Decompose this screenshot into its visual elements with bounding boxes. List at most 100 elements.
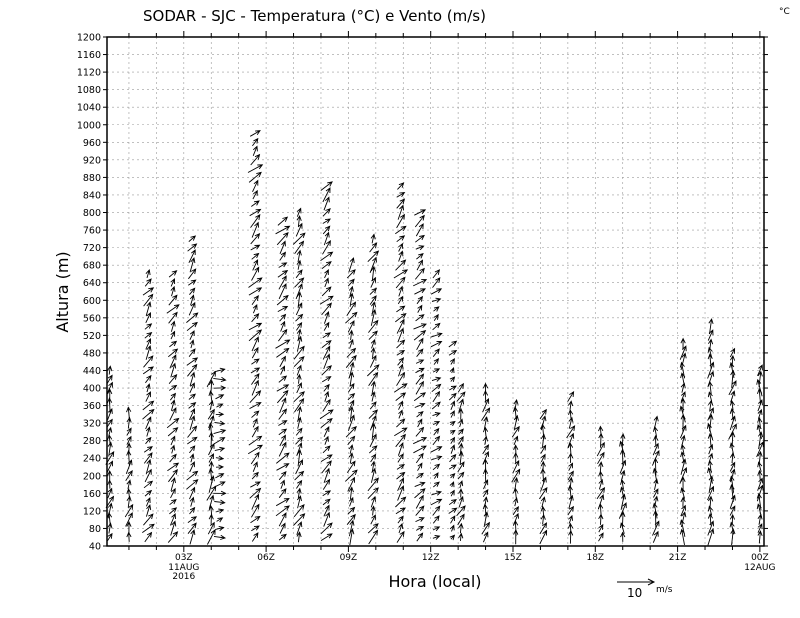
wind-vector bbox=[276, 384, 290, 392]
wind-vector bbox=[170, 278, 176, 287]
wind-vector bbox=[278, 428, 288, 436]
wind-vector bbox=[757, 461, 763, 472]
wind-vector bbox=[187, 522, 197, 534]
wind-vector bbox=[393, 269, 409, 279]
y-tick-label: 480 bbox=[83, 348, 101, 359]
wind-vector bbox=[252, 179, 259, 192]
wind-vector bbox=[249, 130, 261, 137]
wind-vector bbox=[652, 442, 659, 456]
wind-vector bbox=[278, 262, 288, 268]
wind-vector bbox=[145, 426, 151, 437]
wind-vector bbox=[107, 479, 113, 489]
wind-vector bbox=[296, 207, 302, 217]
wind-vector bbox=[482, 450, 489, 465]
wind-vector bbox=[393, 383, 408, 393]
wind-vector bbox=[457, 513, 465, 526]
wind-vector bbox=[653, 488, 659, 498]
wind-vector bbox=[169, 513, 176, 526]
wind-vector bbox=[397, 485, 405, 501]
wind-vector bbox=[395, 496, 407, 508]
wind-vector bbox=[187, 243, 198, 252]
wind-vector bbox=[296, 328, 302, 342]
wind-vector bbox=[370, 233, 376, 244]
wind-vector bbox=[368, 319, 379, 333]
wind-vector bbox=[620, 469, 626, 481]
wind-vector bbox=[432, 368, 441, 374]
wind-vector bbox=[279, 251, 286, 261]
wind-vector bbox=[430, 332, 443, 338]
wind-vector bbox=[170, 487, 176, 499]
y-tick-label: 800 bbox=[83, 208, 101, 219]
wind-vector bbox=[145, 311, 151, 323]
wind-vector bbox=[213, 376, 227, 383]
wind-vector bbox=[295, 459, 303, 475]
wind-vector bbox=[513, 414, 519, 431]
wind-vector bbox=[756, 441, 764, 458]
y-tick-label: 600 bbox=[83, 296, 101, 307]
wind-vector bbox=[168, 348, 179, 358]
wind-vector bbox=[369, 256, 377, 273]
x-tick-label: 09Z bbox=[340, 553, 358, 563]
wind-vector bbox=[369, 354, 377, 368]
wind-vector bbox=[370, 276, 376, 288]
wind-vector bbox=[169, 392, 177, 401]
wind-vector bbox=[167, 462, 180, 472]
wind-vector bbox=[539, 522, 548, 535]
wind-vector bbox=[251, 358, 260, 365]
wind-vector bbox=[296, 215, 302, 227]
wind-vector bbox=[513, 476, 519, 492]
wind-vector bbox=[145, 458, 152, 475]
wind-vector bbox=[208, 379, 215, 396]
wind-vector bbox=[168, 468, 178, 483]
x-axis-label: Hora (local) bbox=[388, 572, 481, 591]
wind-vector bbox=[652, 520, 660, 536]
wind-vector bbox=[249, 208, 262, 217]
wind-vector bbox=[369, 401, 377, 410]
wind-vector bbox=[215, 508, 225, 514]
wind-vector bbox=[458, 480, 464, 489]
wind-vector bbox=[142, 408, 155, 420]
wind-vector bbox=[322, 225, 331, 235]
wind-vector bbox=[396, 371, 406, 386]
wind-vector bbox=[252, 461, 258, 472]
wind-vector bbox=[323, 311, 330, 324]
wind-vector bbox=[416, 253, 424, 260]
wind-vector bbox=[107, 532, 113, 541]
wind-vector bbox=[248, 329, 263, 342]
wind-vector bbox=[208, 494, 215, 509]
wind-vector bbox=[278, 328, 288, 342]
wind-vector bbox=[370, 265, 377, 282]
wind-vector bbox=[106, 381, 113, 394]
wind-vector bbox=[568, 462, 573, 471]
wind-vector bbox=[143, 480, 154, 489]
wind-vector bbox=[277, 306, 289, 312]
wind-vector bbox=[430, 288, 443, 295]
wind-vector bbox=[567, 470, 574, 481]
wind-vector bbox=[248, 287, 263, 296]
wind-vector bbox=[449, 489, 455, 497]
wind-vector bbox=[322, 445, 331, 454]
wind-vector bbox=[126, 427, 132, 436]
wind-vector bbox=[396, 198, 406, 209]
wind-vector bbox=[680, 458, 687, 475]
wind-vector bbox=[189, 294, 195, 306]
wind-vector bbox=[679, 466, 688, 484]
wind-vector bbox=[483, 479, 489, 490]
wind-vector bbox=[323, 321, 330, 331]
wind-vector bbox=[279, 434, 286, 447]
wind-vector bbox=[275, 225, 291, 235]
wind-vector bbox=[757, 469, 763, 481]
wind-vector bbox=[214, 499, 226, 505]
wind-vector bbox=[346, 460, 356, 474]
wind-vector bbox=[431, 490, 442, 496]
x-tick-label: 18Z bbox=[586, 553, 604, 563]
wind-vector bbox=[321, 460, 332, 474]
wind-vector bbox=[187, 516, 198, 523]
wind-vector bbox=[278, 471, 287, 481]
wind-vector bbox=[143, 452, 153, 464]
wind-vector bbox=[368, 330, 378, 340]
wind-vector bbox=[278, 375, 288, 383]
wind-vector bbox=[251, 266, 260, 281]
wind-vector bbox=[188, 301, 196, 316]
wind-vector bbox=[370, 505, 376, 516]
